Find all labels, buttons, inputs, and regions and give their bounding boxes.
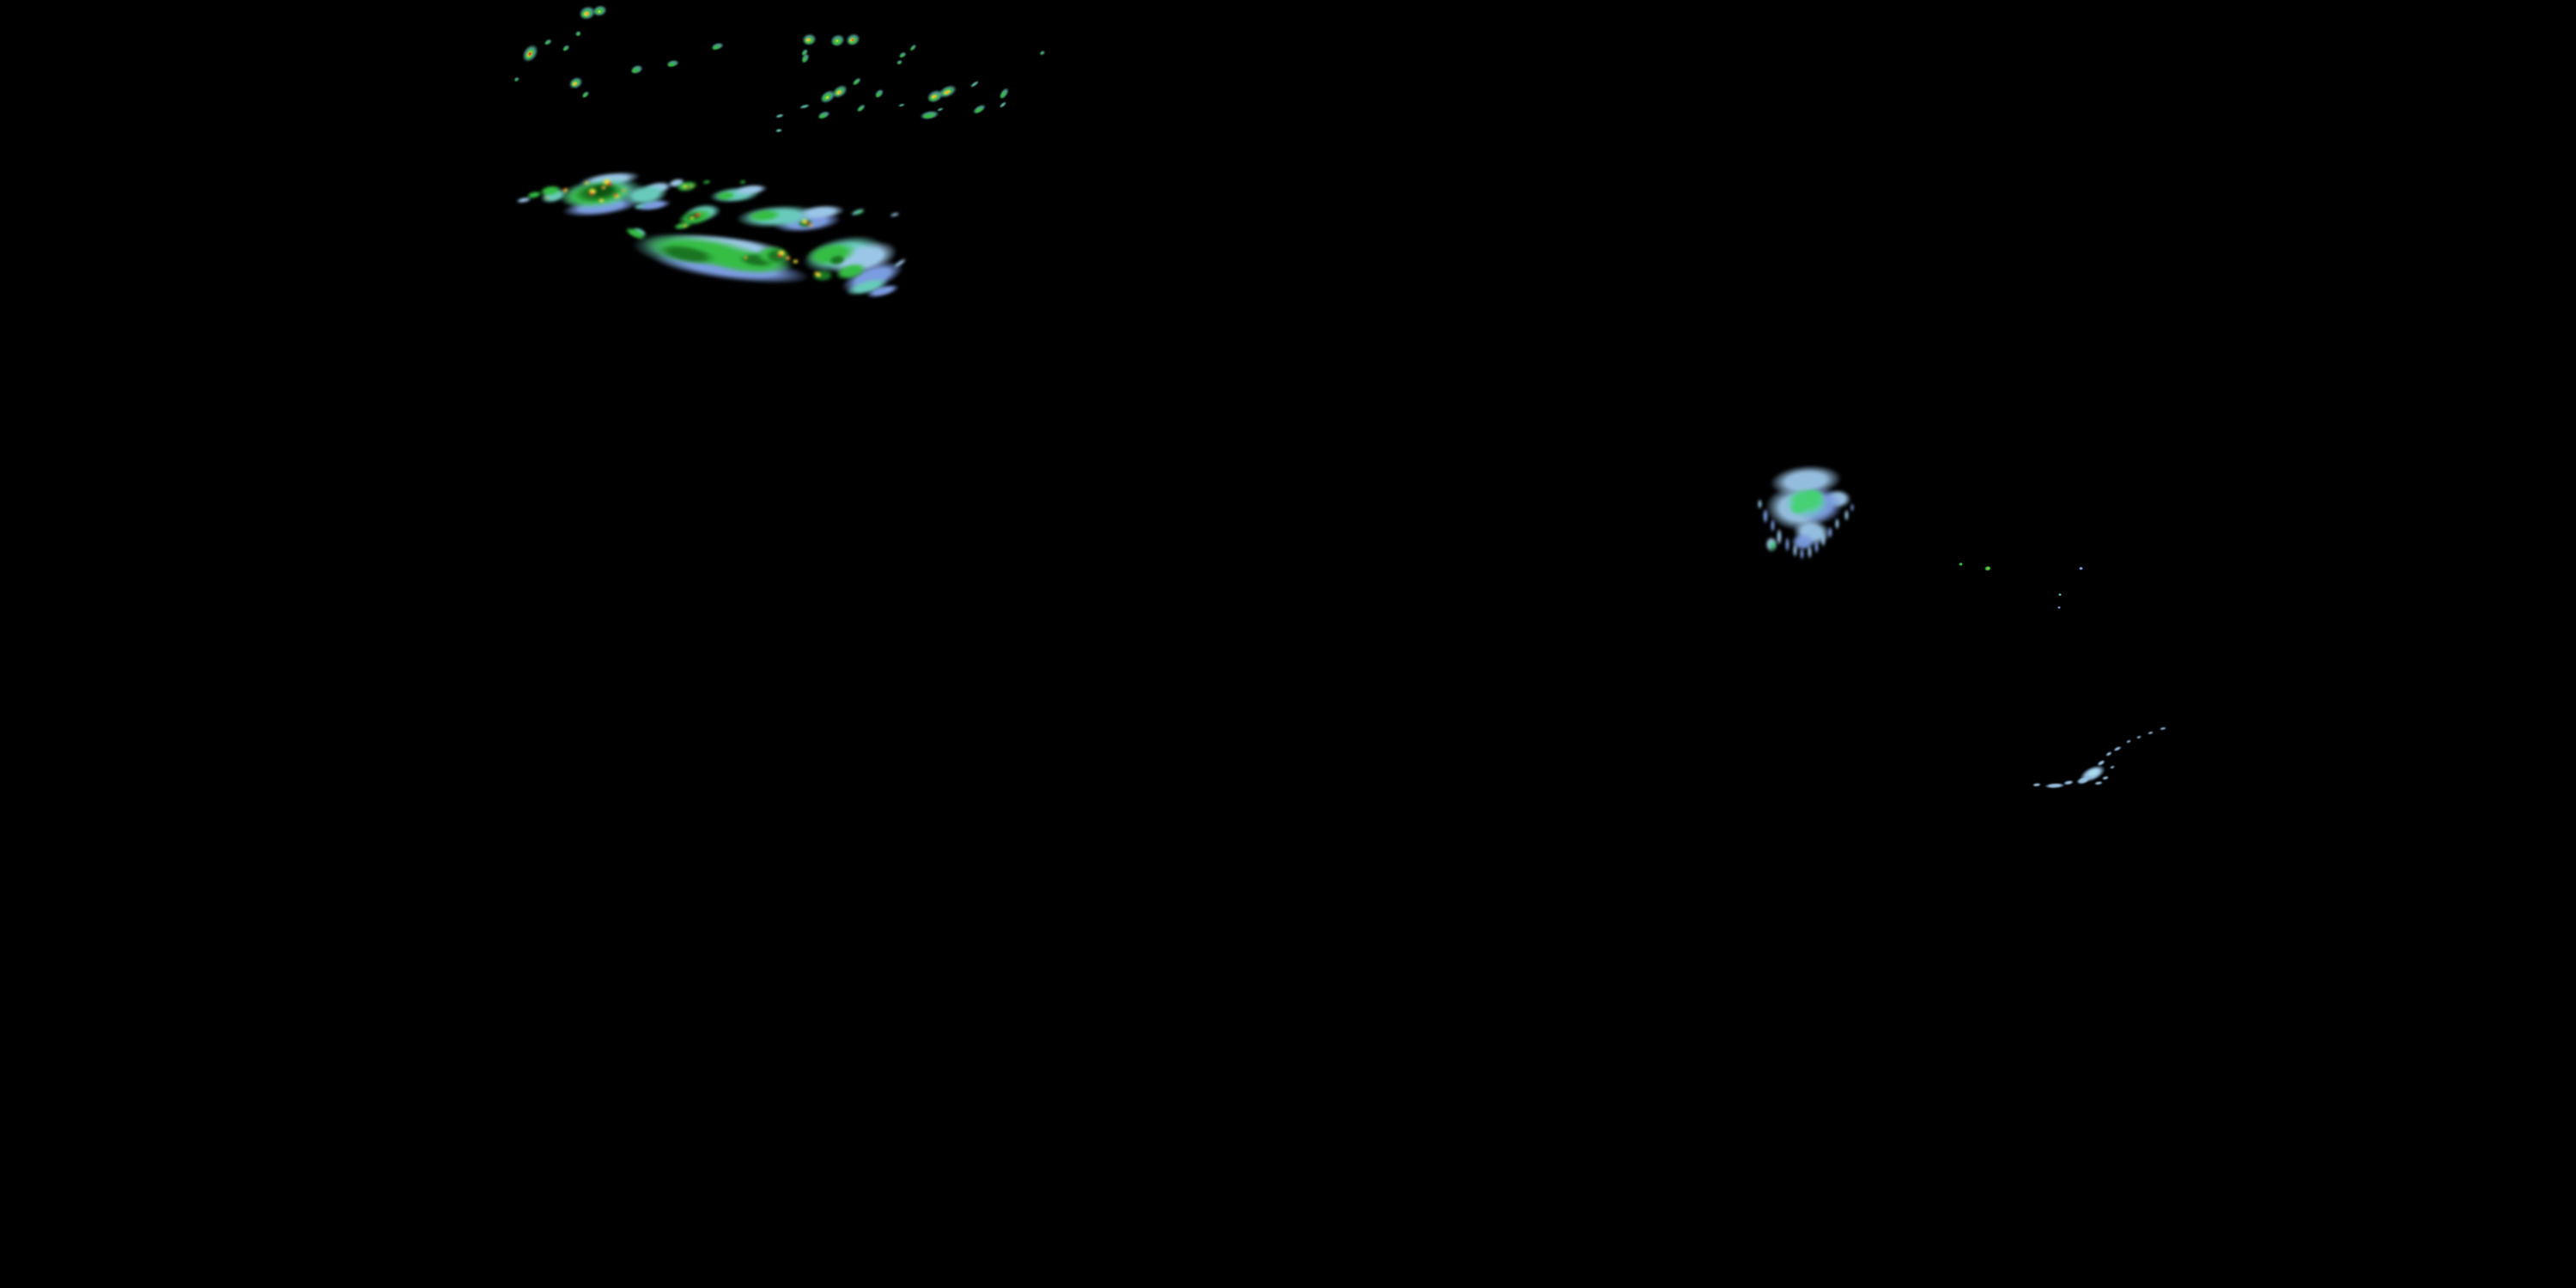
radar-storm-complex-layer: [515, 168, 908, 301]
radar-east-system-layer: [1757, 462, 1854, 560]
radar-map-canvas: [514, 3, 2167, 789]
radar-scattered-cells-layer: [514, 3, 1046, 133]
radar-isolated-specks-layer: [1958, 562, 2083, 609]
